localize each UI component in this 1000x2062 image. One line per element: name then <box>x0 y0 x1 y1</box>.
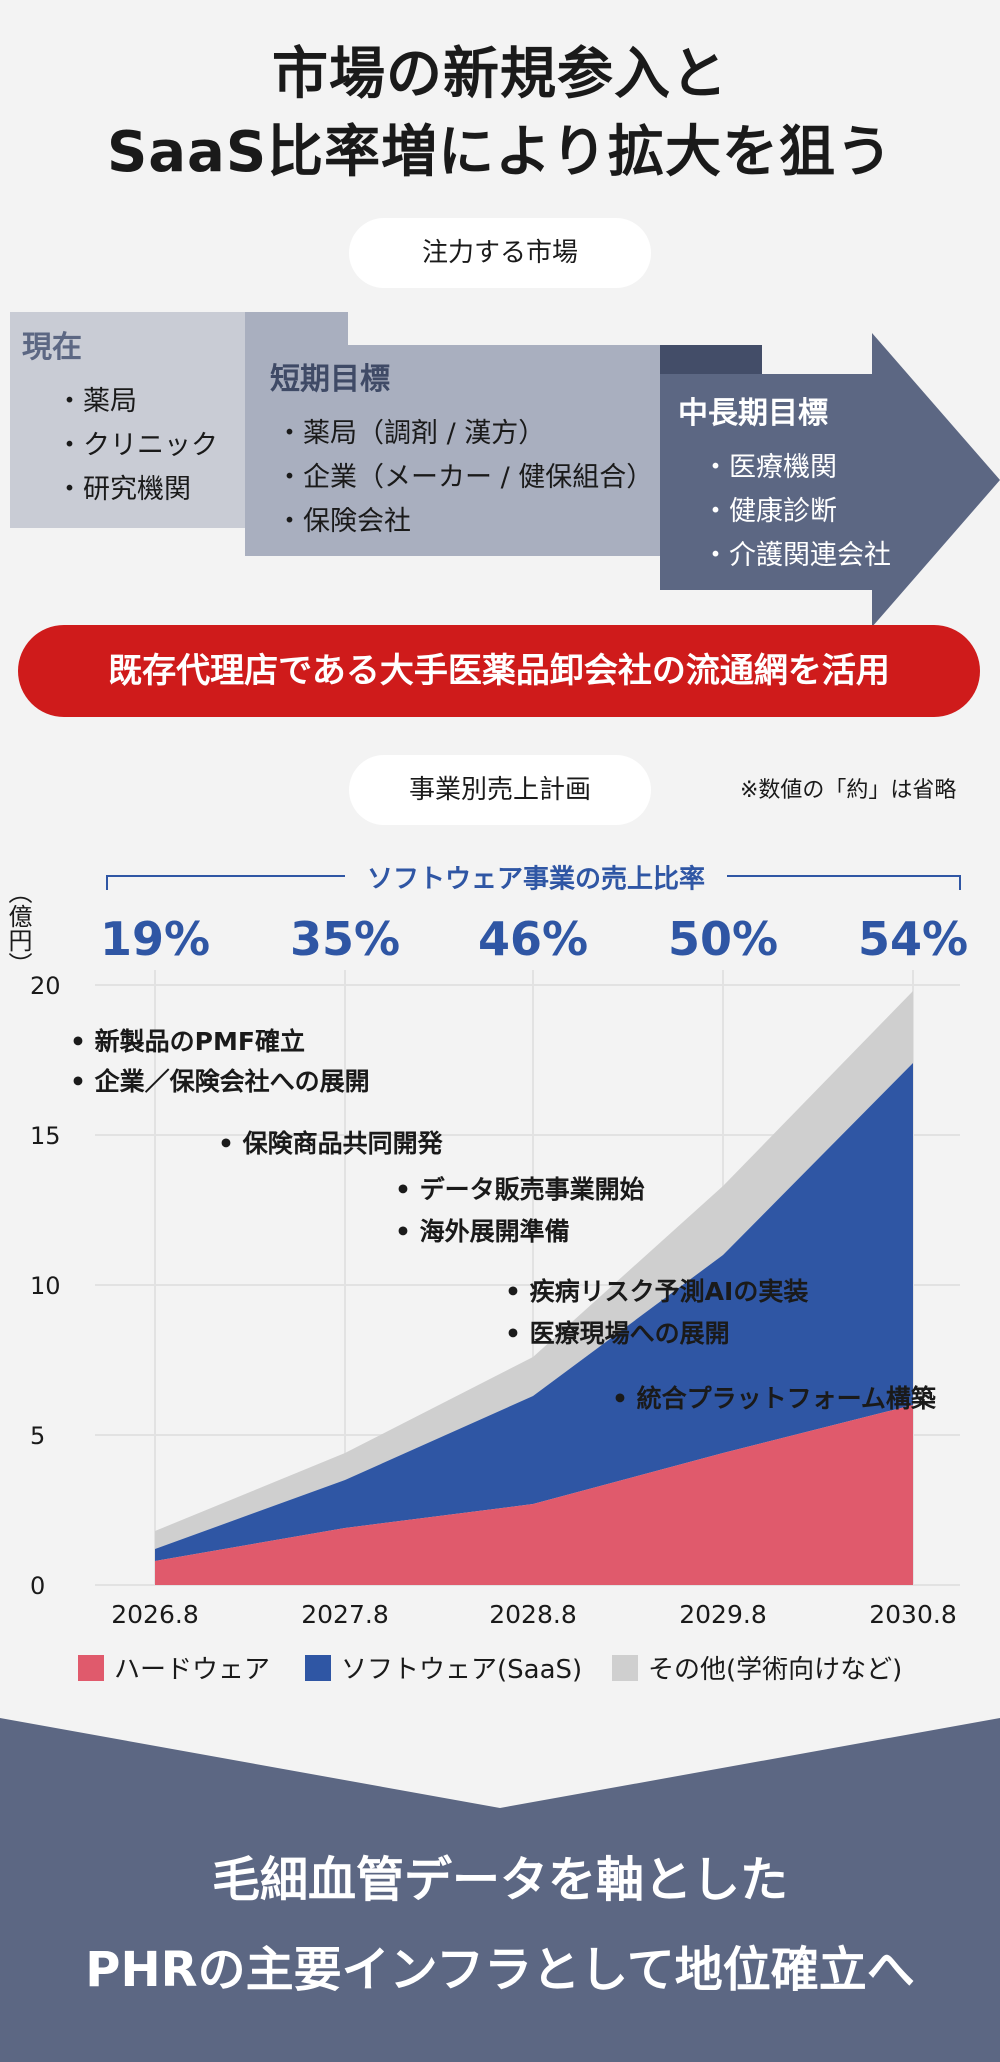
y-tick-label: 5 <box>30 1422 45 1450</box>
footer-line-1: 毛細血管データを軸とした <box>211 1852 788 1908</box>
x-tick-label: 2028.8 <box>489 1600 576 1629</box>
title-line-1: 市場の新規参入と <box>272 42 728 107</box>
plan-note: ※数値の「約」は省略 <box>740 778 957 803</box>
footer-line-2: PHRの主要インフラとして地位確立へ <box>85 1942 915 1998</box>
revenue-chart: ソフトウェア事業の売上比率 19% 35% 46% 50% 54% （億円） 0 5 10 15 20… <box>4 864 968 1686</box>
stage-current-title: 現在 <box>22 330 82 365</box>
ratio-value: 19% <box>100 912 210 966</box>
x-tick-label: 2030.8 <box>869 1600 956 1629</box>
area-series <box>155 1063 913 1561</box>
y-tick-label: 10 <box>30 1272 61 1300</box>
page-title: 市場の新規参入と SaaS比率増により拡大を狙う <box>0 36 1000 192</box>
y-tick-label: 20 <box>30 972 61 1000</box>
milestone-annotation: • 保険商品共同開発 <box>218 1129 444 1158</box>
x-tick-label: 2026.8 <box>111 1600 198 1629</box>
legend-label: ソフトウェア(SaaS) <box>341 1655 582 1685</box>
x-tick-label: 2029.8 <box>679 1600 766 1629</box>
ratio-value: 35% <box>290 912 400 966</box>
plan-label: 事業別売上計画 <box>349 755 651 825</box>
markets-label: 注力する市場 <box>349 218 651 288</box>
y-tick-label: 0 <box>30 1572 45 1600</box>
stage2-fold <box>660 345 762 374</box>
milestone-annotation: • 企業／保険会社への展開 <box>70 1067 370 1096</box>
stage-current-item: 研究機関 <box>56 468 218 512</box>
legend-swatch <box>612 1655 638 1681</box>
milestone-annotation: • 海外展開準備 <box>395 1217 570 1246</box>
ratio-value: 54% <box>858 912 968 966</box>
stage-long-item: 健康診断 <box>702 490 891 534</box>
stage-short: 短期目標 薬局（調剤 / 漢方） 企業（メーカー / 健保組合） 保険会社 <box>270 354 653 544</box>
milestone-annotation: • 新製品のPMF確立 <box>70 1027 305 1056</box>
legend-swatch <box>78 1655 104 1681</box>
stage-current-item: クリニック <box>56 424 218 468</box>
x-tick-label: 2027.8 <box>301 1600 388 1629</box>
milestone-annotation: • 統合プラットフォーム構築 <box>612 1384 937 1413</box>
stage-short-title: 短期目標 <box>270 362 390 397</box>
stage-current: 現在 薬局 クリニック 研究機関 <box>22 322 218 512</box>
stage-short-item: 薬局（調剤 / 漢方） <box>276 412 653 456</box>
stage-short-item: 企業（メーカー / 健保組合） <box>276 456 653 500</box>
ratio-value: 46% <box>478 912 588 966</box>
stage1-fold <box>245 312 348 345</box>
legend-label: その他(学術向けなど) <box>648 1655 902 1685</box>
y-axis-unit: （億円） <box>4 880 32 976</box>
ratio-bracket <box>106 875 961 890</box>
milestone-annotation: • 疾病リスク予測AIの実装 <box>505 1277 808 1306</box>
stage-long: 中長期目標 医療機関 健康診断 介護関連会社 <box>678 388 891 578</box>
footer-shape <box>0 1718 1000 2062</box>
ratio-value: 50% <box>668 912 778 966</box>
title-line-2: SaaS比率増により拡大を狙う <box>106 120 894 185</box>
stage-long-item: 介護関連会社 <box>702 534 891 578</box>
area-series <box>155 1405 913 1585</box>
legend-swatch <box>305 1655 331 1681</box>
y-tick-label: 15 <box>30 1122 61 1150</box>
distribution-banner: 既存代理店である大手医薬品卸会社の流通網を活用 <box>18 625 980 717</box>
stage-long-item: 医療機関 <box>702 446 891 490</box>
stage-short-item: 保険会社 <box>276 500 653 544</box>
legend-label: ハードウェア <box>114 1655 270 1685</box>
milestone-annotation: • データ販売事業開始 <box>395 1175 645 1204</box>
ratio-label: ソフトウェア事業の売上比率 <box>367 864 705 895</box>
milestone-annotation: • 医療現場への展開 <box>505 1319 730 1348</box>
stage-long-title: 中長期目標 <box>678 396 828 431</box>
stage-current-item: 薬局 <box>56 380 218 424</box>
